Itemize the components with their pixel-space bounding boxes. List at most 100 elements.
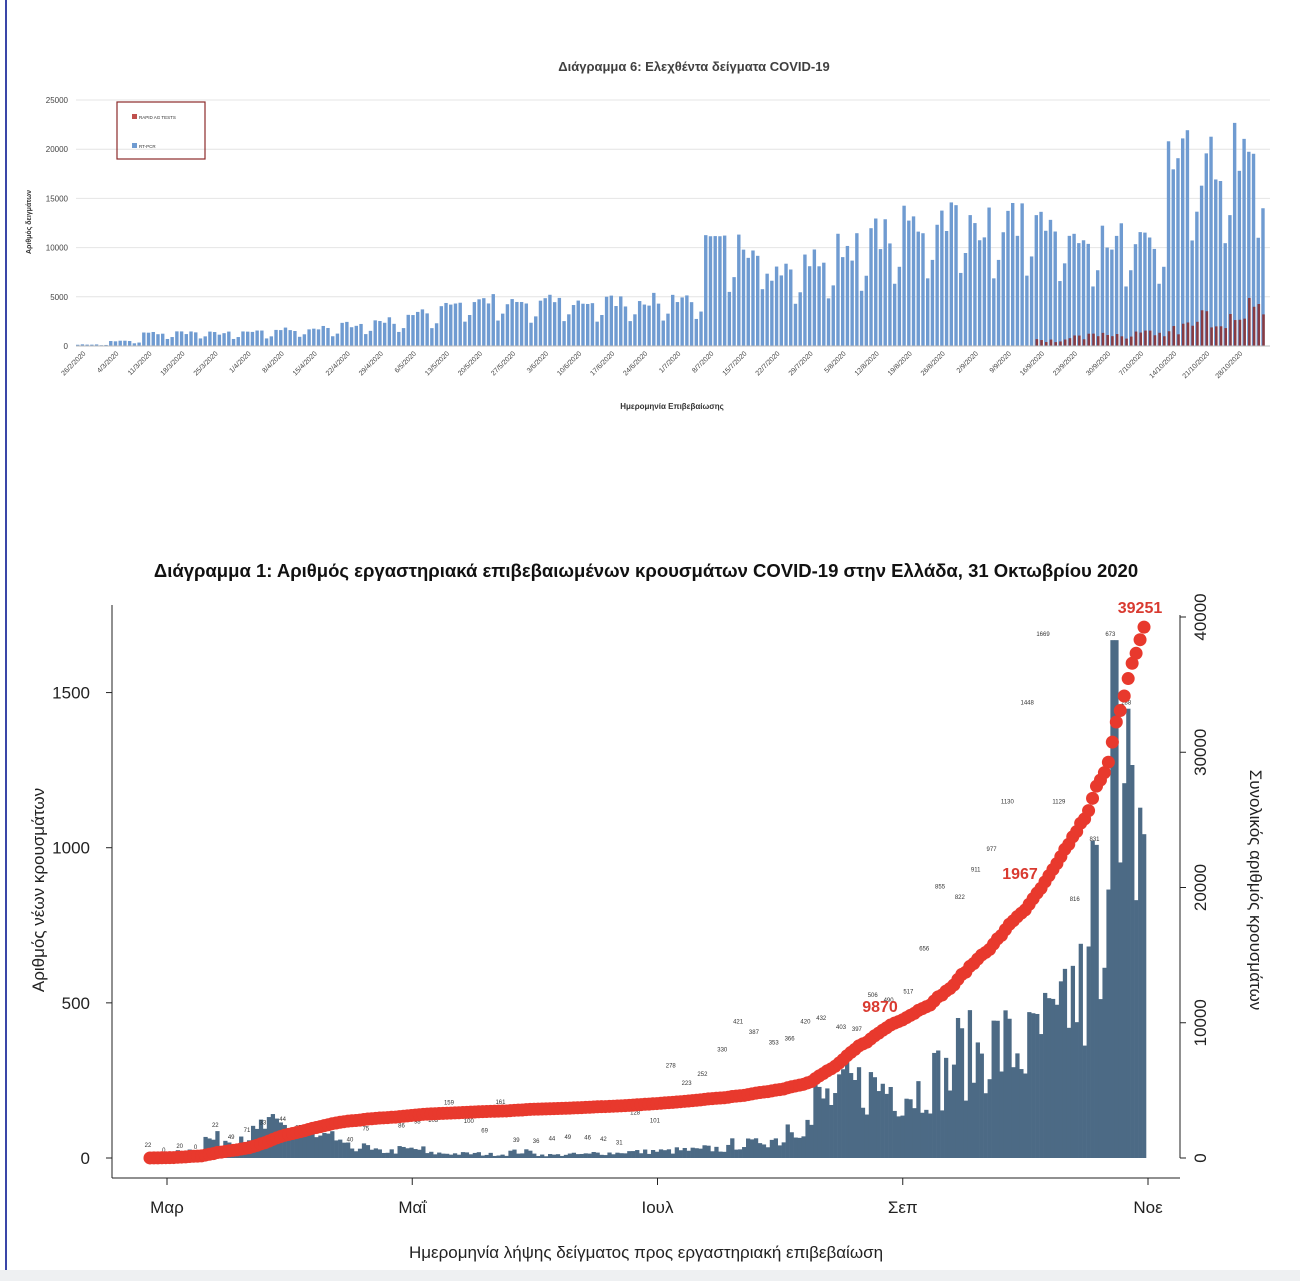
- tests-x-tick-label: 8/7/2020: [691, 350, 715, 374]
- cases-bar: [1003, 1010, 1008, 1158]
- tests-bar-pcr: [260, 330, 264, 346]
- cases-bar-value-label: 1448: [1021, 701, 1035, 707]
- cases-bar: [353, 1151, 359, 1158]
- tests-bar-pcr: [864, 275, 869, 346]
- cases-bar-value-label: 33: [260, 1121, 267, 1127]
- cases-bar: [306, 1128, 311, 1158]
- tests-bar-pcr: [902, 205, 906, 346]
- tests-bar-pcr: [179, 331, 184, 346]
- tests-bar-pcr: [548, 294, 552, 346]
- cases-bar: [433, 1154, 438, 1158]
- cases-bar: [967, 1010, 973, 1158]
- tests-bar-pcr: [387, 317, 392, 346]
- cases-bar: [484, 1154, 489, 1158]
- cumulative-point: [1101, 755, 1115, 769]
- cases-bar: [852, 1079, 858, 1158]
- tests-bar-pcr: [501, 313, 505, 346]
- tests-bar-pcr: [959, 272, 963, 346]
- tests-bar-pcr: [1105, 247, 1109, 346]
- cases-bar: [944, 1057, 949, 1158]
- tests-bar-pcr: [316, 329, 321, 346]
- tests-bar-pcr: [411, 315, 415, 346]
- tests-bar-pcr: [151, 331, 155, 346]
- tests-bar-pcr: [935, 224, 939, 346]
- cases-bar-value-label: 278: [666, 1064, 677, 1070]
- left-border-rule: [5, 0, 7, 1281]
- tests-bar-pcr: [354, 325, 359, 346]
- cases-bar: [1078, 943, 1083, 1158]
- cases-bar: [805, 1119, 810, 1158]
- cases-bar: [381, 1152, 386, 1158]
- cases-bar: [1046, 998, 1052, 1158]
- cases-bar: [464, 1152, 470, 1158]
- cases-bar: [1126, 708, 1131, 1158]
- tests-bar-rapid: [1238, 319, 1242, 346]
- cases-bar: [619, 1153, 624, 1158]
- tests-x-tick-label: 28/10/2020: [1215, 350, 1245, 380]
- cases-bar: [777, 1145, 782, 1158]
- cases-bar: [912, 1108, 917, 1158]
- tests-bar-pcr: [510, 299, 514, 346]
- tests-bar-pcr: [194, 332, 198, 346]
- cases-bar-value-label: 46: [584, 1136, 591, 1142]
- tests-bar-pcr: [529, 322, 533, 346]
- tests-bar-pcr: [132, 343, 137, 346]
- cases-bar: [856, 1067, 862, 1158]
- cases-bar: [947, 1090, 953, 1158]
- tests-bar-pcr: [113, 341, 118, 346]
- tests-bar-rapid: [1219, 326, 1223, 346]
- tests-bar-pcr: [331, 336, 335, 346]
- cases-bar: [528, 1150, 533, 1158]
- cases-bar: [718, 1151, 723, 1158]
- cases-bar: [1090, 840, 1095, 1158]
- tests-bar-pcr: [713, 236, 717, 346]
- tests-bar-pcr: [756, 255, 760, 346]
- cases-left-tick-label: 0: [81, 1149, 90, 1168]
- tests-bar-pcr: [231, 338, 236, 346]
- cases-bar: [338, 1139, 343, 1158]
- cases-x-tick-label: Μαρ: [150, 1198, 184, 1217]
- tests-bar-rapid: [1063, 339, 1067, 346]
- tests-bar-rapid: [1144, 330, 1147, 346]
- tests-x-tick-label: 13/5/2020: [424, 350, 451, 377]
- tests-bar-pcr: [288, 330, 292, 346]
- cases-right-tick-label: 0: [1191, 1153, 1210, 1162]
- cases-bar-value-label: 20: [176, 1144, 183, 1150]
- cases-bar-value-label: 36: [533, 1139, 540, 1145]
- cases-bar: [821, 1098, 826, 1158]
- tests-bar-rapid: [1045, 342, 1048, 346]
- cases-bar: [302, 1131, 307, 1158]
- tests-bar-pcr: [208, 331, 212, 346]
- tests-bar-pcr: [892, 283, 897, 346]
- tests-bar-pcr: [142, 332, 146, 346]
- cumulative-point: [1129, 646, 1143, 660]
- cases-bar-value-label: 977: [987, 847, 998, 853]
- cases-bar: [876, 1091, 881, 1158]
- cases-bar: [385, 1152, 390, 1158]
- cases-bar: [1015, 1053, 1020, 1158]
- tests-bar-pcr: [666, 313, 670, 346]
- tests-bar-pcr: [1124, 286, 1128, 346]
- tests-x-tick-label: 30/9/2020: [1085, 350, 1112, 377]
- tests-bar-pcr: [765, 273, 769, 346]
- cases-bar: [349, 1148, 355, 1158]
- tests-x-tick-label: 23/9/2020: [1052, 350, 1079, 377]
- tests-x-tick-label: 26/2/2020: [60, 350, 87, 377]
- cases-bar: [314, 1137, 319, 1158]
- tests-chart-bars: [76, 122, 1270, 347]
- legend-swatch-pcr: [132, 143, 137, 148]
- tests-bar-pcr: [1223, 243, 1227, 346]
- cases-bar: [1062, 968, 1068, 1158]
- cases-bar: [361, 1143, 367, 1158]
- tests-bar-pcr: [1048, 219, 1053, 346]
- cases-chart-axes: [111, 605, 1181, 1179]
- cases-bar: [710, 1151, 715, 1158]
- tests-bar-pcr: [274, 329, 278, 346]
- tests-bar-pcr: [831, 285, 835, 346]
- cases-bar: [623, 1153, 628, 1158]
- tests-bar-pcr: [949, 202, 954, 346]
- tests-bar-rapid: [1092, 333, 1095, 346]
- tests-bar-rapid: [1243, 318, 1246, 346]
- cases-bar-value-label: 44: [549, 1136, 556, 1142]
- tests-y-tick-label: 20000: [46, 145, 69, 154]
